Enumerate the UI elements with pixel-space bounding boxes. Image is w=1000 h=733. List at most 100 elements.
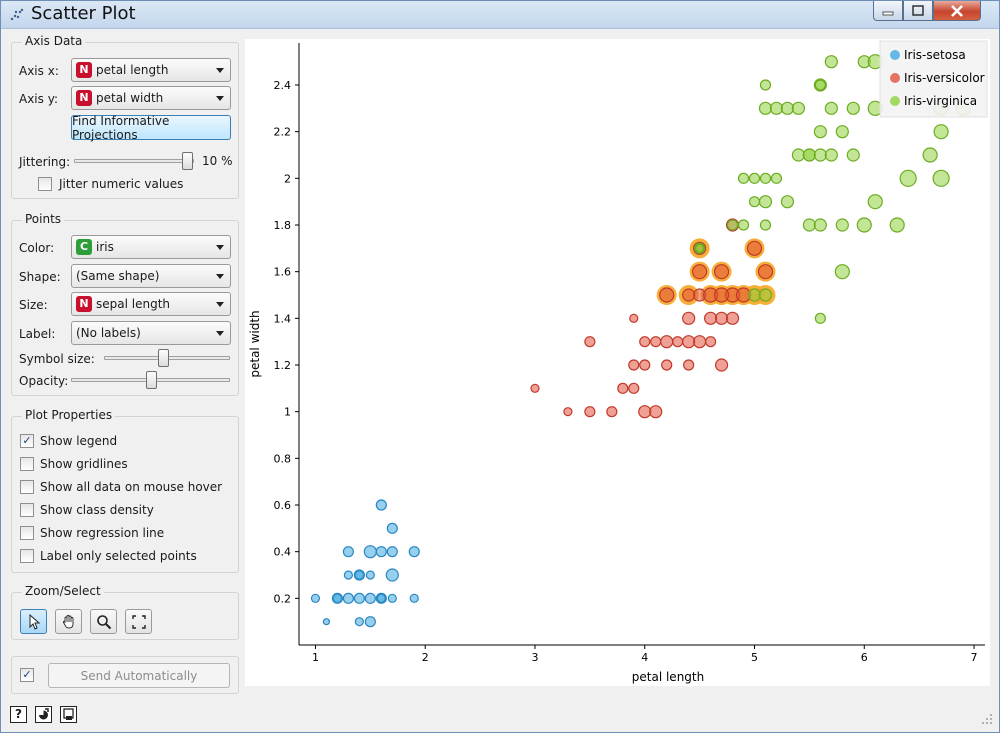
data-point	[834, 264, 850, 280]
jittering-label: Jittering:	[19, 155, 71, 169]
zoom-tool-button[interactable]	[90, 609, 117, 634]
size-label: Size:	[19, 298, 48, 312]
magnifier-icon	[96, 614, 111, 629]
data-point	[385, 568, 399, 582]
jitter-numeric-checkbox[interactable]	[38, 177, 52, 191]
data-point	[386, 522, 398, 534]
data-point	[661, 359, 673, 371]
axis-x-label: Axis x:	[19, 64, 59, 78]
plot-option-label: Show gridlines	[40, 457, 128, 471]
data-point	[737, 172, 750, 184]
plot-properties-title: Plot Properties	[22, 408, 116, 422]
data-point	[375, 499, 387, 511]
data-point	[726, 219, 739, 231]
data-point	[387, 593, 397, 603]
axis-data-title: Axis Data	[22, 34, 86, 48]
label-value: (No labels)	[76, 326, 141, 340]
data-point	[747, 288, 762, 302]
data-point	[629, 313, 639, 323]
plot-option-label: Show all data on mouse hover	[40, 480, 223, 494]
color-select[interactable]: C iris	[71, 235, 231, 259]
visual-settings-icon[interactable]	[60, 706, 77, 723]
legend-marker	[890, 50, 900, 60]
plot-option-checkbox[interactable]	[20, 457, 34, 471]
data-point	[354, 617, 364, 627]
data-point	[713, 287, 730, 303]
data-point	[408, 546, 420, 558]
plot-area[interactable]: 1 2 3 4 5 6 7 0.2 0.4 0.6 0.8 1 1.2 1.4 1.6 1.8 2 2.2 2.4 p…	[245, 39, 990, 686]
x-tick-label: 1	[312, 651, 319, 664]
find-informative-projections-button[interactable]: Find Informative Projections	[71, 114, 231, 142]
size-select[interactable]: N sepal length	[71, 292, 231, 316]
data-point	[758, 101, 773, 115]
plot-option-checkbox[interactable]	[20, 503, 34, 517]
data-point	[365, 570, 375, 580]
axis-y-label: Axis y:	[19, 92, 58, 106]
data-point	[638, 405, 652, 419]
plot-option-label: Show class density	[40, 503, 154, 517]
data-point	[353, 569, 365, 581]
plot-option-checkbox[interactable]	[20, 549, 34, 563]
jittering-slider-handle[interactable]	[182, 152, 193, 170]
shape-select[interactable]: (Same shape)	[71, 264, 231, 288]
symbol-size-slider-handle[interactable]	[158, 349, 169, 367]
data-point	[530, 383, 540, 393]
data-point	[672, 336, 684, 348]
data-point	[757, 264, 774, 280]
data-point	[386, 546, 398, 558]
x-tick-label: 7	[971, 651, 978, 664]
data-point	[342, 592, 354, 604]
plot-option-checkbox[interactable]: ✓	[20, 434, 34, 448]
pointer-icon	[29, 613, 40, 630]
numeric-variable-icon: N	[76, 62, 92, 78]
jittering-slider-track[interactable]	[74, 159, 194, 163]
data-point	[814, 79, 826, 91]
data-point	[824, 101, 838, 115]
data-point	[889, 217, 905, 233]
opacity-slider-handle[interactable]	[146, 371, 157, 389]
fit-view-button[interactable]	[125, 609, 152, 634]
plot-option-checkbox[interactable]	[20, 526, 34, 540]
send-automatically-checkbox[interactable]: ✓	[20, 668, 34, 682]
plot-option-checkbox[interactable]	[20, 480, 34, 494]
x-tick-label: 4	[641, 651, 648, 664]
scatter-plot-app-icon	[10, 8, 24, 21]
data-point	[639, 359, 651, 371]
data-point	[814, 312, 826, 324]
minimize-button[interactable]	[873, 1, 903, 21]
maximize-button[interactable]	[903, 1, 933, 21]
numeric-variable-icon: N	[76, 90, 92, 106]
plot-properties-group: Plot Properties	[11, 408, 239, 573]
title-bar[interactable]: Scatter Plot	[1, 1, 999, 29]
scatter-plot-chart[interactable]: 1 2 3 4 5 6 7 0.2 0.4 0.6 0.8 1 1.2 1.4 1.6 1.8 2 2.2 2.4 p…	[245, 39, 990, 686]
data-point	[791, 148, 806, 162]
data-point	[922, 147, 938, 163]
data-point	[758, 288, 773, 302]
select-tool-button[interactable]	[20, 609, 47, 634]
resize-grip-icon[interactable]	[979, 711, 993, 725]
data-point	[759, 79, 772, 91]
data-point	[650, 336, 662, 348]
legend: Iris-setosa Iris-versicolor Iris-virginica	[879, 40, 988, 118]
axis-y-select[interactable]: N petal width	[71, 86, 231, 110]
data-point	[606, 406, 618, 418]
legend-label: Iris-virginica	[904, 94, 977, 108]
send-automatically-button[interactable]: Send Automatically	[48, 663, 230, 688]
numeric-variable-icon: N	[76, 296, 92, 312]
data-point	[584, 336, 596, 348]
data-point	[628, 359, 640, 371]
axis-x-select[interactable]: N petal length	[71, 58, 231, 82]
close-button[interactable]	[933, 1, 981, 21]
pan-tool-button[interactable]	[55, 609, 82, 634]
data-point	[780, 101, 795, 115]
label-select[interactable]: (No labels)	[71, 321, 231, 345]
data-point	[682, 288, 696, 302]
help-icon[interactable]: ?	[10, 706, 27, 723]
data-point	[409, 593, 419, 603]
opacity-label: Opacity:	[19, 374, 69, 388]
y-tick-label: 0.2	[274, 592, 292, 605]
zoom-select-group: Zoom/Select	[11, 584, 239, 640]
data-point	[748, 196, 761, 208]
data-point	[867, 194, 883, 210]
report-icon[interactable]	[35, 706, 52, 723]
